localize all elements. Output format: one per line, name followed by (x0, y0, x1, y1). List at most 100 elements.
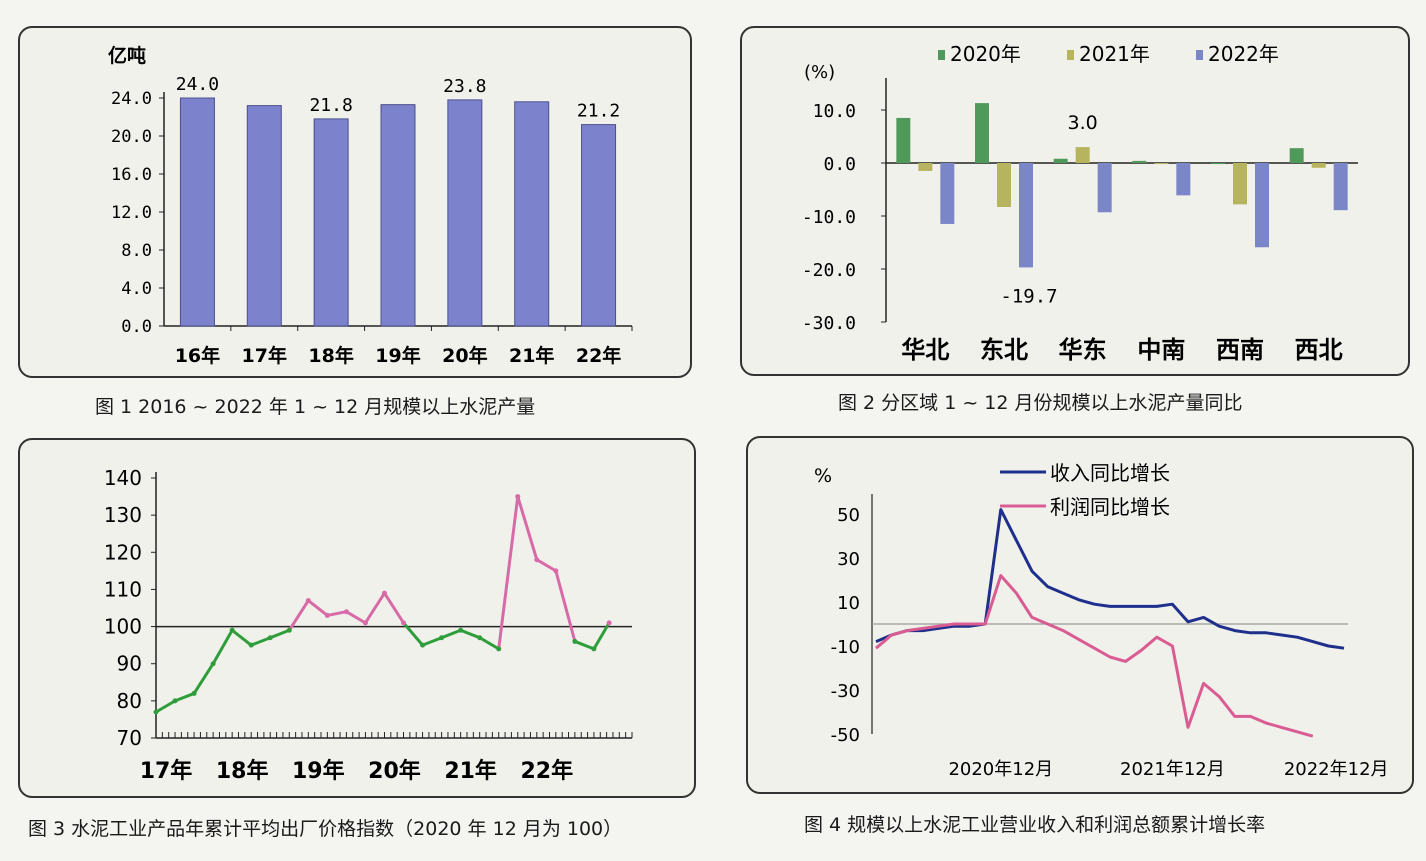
index-line-segment (478, 636, 501, 651)
y-tick-label: 4.0 (121, 279, 152, 299)
data-point (229, 627, 235, 633)
bar-2-0 (940, 163, 955, 224)
index-line-segment (154, 699, 177, 714)
x-tick-label: 中南 (1137, 336, 1185, 364)
x-tick-label: 18年 (216, 758, 269, 784)
index-line-segment (535, 558, 558, 573)
index-line-segment (192, 662, 215, 695)
y-tick-label: 20.0 (111, 127, 152, 147)
x-tick-label: 17年 (242, 344, 287, 367)
data-point (191, 690, 197, 696)
data-point (381, 590, 387, 596)
data-point (420, 642, 426, 648)
bar-1-0 (918, 163, 933, 171)
x-tick-label: 20年 (442, 344, 487, 367)
bar-0-0 (896, 117, 911, 163)
chart3-svg: 140 130 120 110 100 90 80 70 17年 18年 19年 20年 21年 22年 (104, 466, 633, 784)
y-tick-label: 120 (104, 540, 142, 564)
index-line-segment (306, 599, 329, 617)
x-tick-label: 22年 (576, 344, 621, 367)
data-label: 23.8 (443, 76, 486, 97)
data-point (343, 609, 349, 615)
chart1-caption: 图 1 2016 ~ 2022 年 1 ~ 12 月规模以上水泥产量 (95, 396, 536, 418)
chart2-caption: 图 2 分区域 1 ~ 12 月份规模以上水泥产量同比 (838, 392, 1243, 414)
legend-label: 收入同比增长 (1050, 461, 1170, 485)
data-label: 21.8 (309, 95, 352, 116)
data-point (591, 646, 597, 652)
data-point (458, 627, 464, 633)
data-point (172, 698, 178, 704)
y-tick-label: 80 (117, 689, 142, 713)
bar-1-2 (1075, 147, 1090, 163)
chart2-svg: 10.0 0.0 -10.0 -20.0 -30.0 (%) 2020年 2021年 2022年… (802, 42, 1358, 364)
index-line-segment (459, 628, 482, 640)
y-tick-label: 140 (104, 466, 142, 490)
data-point (324, 612, 330, 618)
y-tick-label: 0.0 (823, 154, 856, 175)
bar-1 (246, 105, 282, 327)
chart-panel-2: 10.0 0.0 -10.0 -20.0 -30.0 (%) 2020年 2021年 2022年… (740, 26, 1410, 376)
index-line-segment (325, 610, 348, 617)
series-line-1 (875, 574, 1314, 738)
y-tick-label: -30.0 (802, 313, 856, 334)
data-label: 3.0 (1068, 112, 1098, 134)
bar-0-2 (1053, 158, 1068, 163)
index-line-segment (440, 628, 463, 640)
y-tick-label: 50 (837, 505, 860, 526)
index-line-segment (516, 495, 539, 562)
index-line-segment (421, 636, 444, 647)
legend-label: 2021年 (1079, 42, 1150, 66)
y-tick-label: 110 (104, 577, 142, 601)
x-tick-label: 西南 (1216, 336, 1264, 364)
y-tick-label: 10.0 (813, 101, 856, 122)
legend-swatch (1067, 50, 1074, 60)
chart4-caption: 图 4 规模以上水泥工业营业收入和利润总额累计增长率 (804, 814, 1266, 836)
data-point (401, 620, 407, 626)
index-line-segment (554, 569, 577, 643)
chart-panel-4: 50 30 10 -10 -30 -50% 收入同比增长 利润同比增长 2020年12月 2021… (746, 436, 1414, 794)
y-tick-label: -30 (831, 681, 860, 702)
chart-panel-3: 140 130 120 110 100 90 80 70 17年 18年 19年 20年 21年 22年 (18, 438, 696, 798)
y-tick-label: 12.0 (111, 203, 152, 223)
y-axis-unit: 亿吨 (108, 44, 146, 67)
bar-2-4 (1255, 163, 1269, 248)
x-tick-label: 西北 (1295, 336, 1343, 364)
index-line-segment (402, 621, 425, 647)
y-tick-label: -50 (831, 725, 860, 746)
index-line-segment (268, 628, 291, 640)
legend-swatch (938, 50, 945, 60)
index-line-segment (230, 628, 253, 647)
data-point (477, 635, 483, 641)
bar-1-1 (997, 163, 1011, 207)
data-point (496, 646, 502, 652)
index-line-segment (497, 495, 520, 651)
x-tick-label: 17年 (140, 758, 193, 784)
y-tick-label: -10.0 (802, 207, 856, 228)
bar-0-4 (1211, 163, 1225, 165)
y-tick-label: 16.0 (111, 165, 152, 185)
index-line-segment (249, 636, 272, 647)
x-tick-label: 19年 (375, 344, 420, 367)
y-tick-label: 70 (117, 726, 142, 750)
data-point (267, 635, 273, 641)
y-tick-label: 130 (104, 503, 142, 527)
y-tick-label: 90 (117, 652, 142, 676)
index-line-segment (211, 628, 234, 666)
y-tick-label: 10 (837, 593, 860, 614)
x-tick-label: 19年 (292, 758, 345, 784)
bar-4 (447, 99, 483, 327)
y-tick-label: 8.0 (121, 241, 152, 261)
chart3-caption: 图 3 水泥工业产品年累计平均出厂价格指数（2020 年 12 月为 100） (28, 818, 623, 840)
data-point (305, 598, 311, 604)
x-tick-label: 21年 (444, 758, 497, 784)
bar-2 (313, 118, 349, 327)
data-point (210, 661, 216, 667)
bar-2-5 (1333, 163, 1348, 211)
legend-label: 2022年 (1208, 42, 1279, 66)
bar-0-1 (975, 103, 989, 163)
index-line-segment (344, 610, 367, 625)
index-line-segment (382, 591, 406, 625)
data-point (515, 494, 521, 500)
data-point (286, 627, 292, 633)
